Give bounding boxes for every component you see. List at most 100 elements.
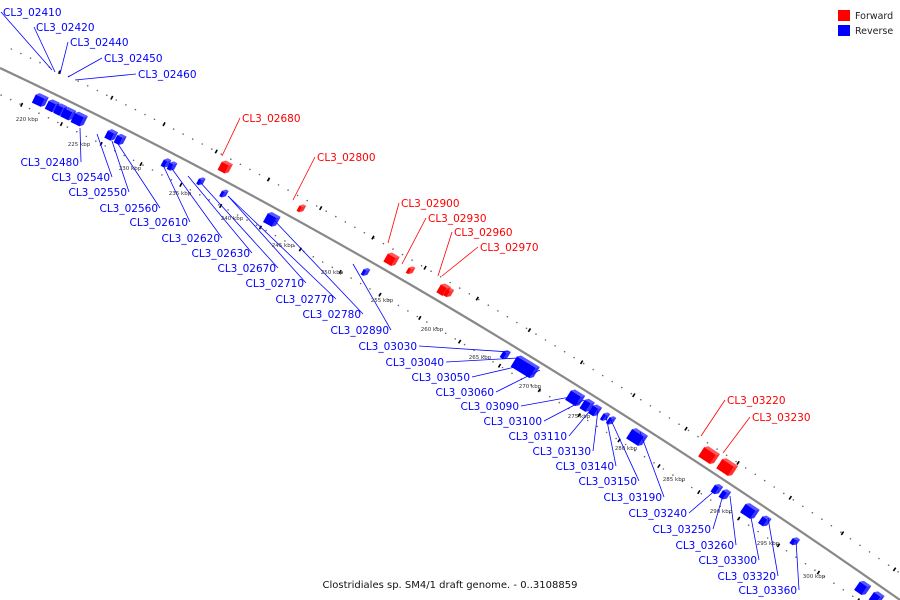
track-dot-forward: [878, 557, 880, 560]
scale-tick-label: 275 kbp: [568, 414, 591, 420]
track-dot-reverse: [833, 582, 835, 584]
track-dot-reverse: [482, 355, 485, 357]
track-dot-forward: [182, 133, 184, 135]
reverse-gene-feature: [565, 389, 586, 407]
label-leader: [749, 511, 760, 561]
gene-label: CL3_03230: [752, 412, 811, 424]
track-dash: [319, 206, 323, 211]
scale-tick-label: 235 kbp: [169, 191, 192, 197]
track-dash: [497, 363, 502, 368]
track-dot-forward: [592, 368, 594, 371]
track-dot-forward: [382, 242, 385, 245]
label-leader: [441, 246, 479, 277]
track-dot-forward: [773, 486, 775, 488]
track-dot-reverse: [9, 98, 12, 101]
track-dot-forward: [601, 374, 604, 377]
forward-gene-feature: [405, 266, 416, 275]
scale-ticks: 220 kbp 225 kbp 230 kbp 235 kbp 240 kbp 245 k…: [16, 117, 826, 580]
track-dot-forward: [220, 153, 223, 155]
track-dot-forward: [29, 57, 32, 59]
track-dot-reverse: [426, 321, 428, 323]
gene-label: CL3_03060: [435, 387, 494, 399]
gene-label: CL3_02620: [161, 233, 220, 245]
track-dot-forward: [96, 89, 99, 92]
track-dot-forward: [506, 315, 509, 318]
label-leader: [767, 517, 779, 577]
track-dash: [162, 122, 166, 127]
track-dot-reverse: [246, 219, 248, 221]
track-dot-forward: [687, 429, 690, 432]
gene-label: CL3_02930: [428, 213, 487, 225]
track-dot-forward: [401, 253, 404, 256]
track-dot-reverse: [672, 474, 674, 476]
gene-labels: CL3_02410 CL3_02420 CL3_02440 CL3_02450 CL3_…: [3, 7, 811, 597]
track-dot-reverse: [189, 189, 192, 191]
track-dot-forward: [287, 189, 289, 191]
track-dot-forward: [706, 442, 709, 444]
scale-tick-label: 250 kbp: [321, 270, 344, 276]
scale-tick-label: 280 kbp: [615, 446, 638, 452]
track-dot-forward: [354, 226, 356, 229]
track-dot-forward: [430, 270, 432, 273]
track-dot-reverse: [85, 135, 88, 138]
label-leader: [227, 195, 307, 284]
scale-tick-label: 265 kbp: [469, 355, 492, 361]
gene-label: CL3_03100: [483, 416, 542, 428]
label-leader: [795, 539, 800, 591]
gene-label: CL3_03050: [411, 372, 470, 384]
gene-label: CL3_02540: [51, 172, 110, 184]
track-dot-reverse: [227, 209, 229, 211]
track-dot-forward: [582, 362, 585, 365]
gene-label: CL3_03220: [727, 395, 786, 407]
label-leader: [199, 181, 279, 269]
track-dot-reverse: [123, 154, 125, 157]
track-dot-reverse: [558, 401, 561, 404]
gene-label: CL3_03300: [698, 555, 757, 567]
track-dot-reverse: [454, 338, 457, 340]
gene-label: CL3_02970: [480, 242, 539, 254]
genome-backbone: [0, 67, 900, 600]
genome-caption: Clostridiales sp. SM4/1 draft genome. - …: [323, 580, 578, 591]
reverse-gene-feature: [31, 93, 49, 107]
legend: Forward Reverse: [838, 10, 893, 37]
track-dash: [816, 570, 821, 575]
label-leader: [227, 195, 337, 300]
gene-label: CL3_02410: [3, 7, 62, 19]
track-dot-reverse: [492, 361, 494, 363]
track-dot-forward: [563, 350, 566, 353]
track-dot-forward: [535, 333, 537, 335]
reverse-gene-feature: [510, 355, 540, 379]
track-dot-reverse: [842, 589, 845, 591]
gene-label: CL3_02680: [242, 113, 301, 125]
track-dot-reverse: [66, 126, 69, 128]
track-dash: [266, 177, 271, 182]
gene-label: CL3_03030: [358, 341, 417, 353]
track-dot-forward: [630, 392, 633, 395]
track-dot-forward: [697, 435, 699, 438]
track-dot-forward: [678, 423, 680, 426]
track-dash: [378, 292, 382, 297]
track-dot-forward: [115, 99, 118, 101]
label-leader: [605, 415, 617, 467]
scale-tick-label: 285 kbp: [663, 477, 686, 483]
track-dash: [338, 269, 342, 274]
reverse-gene-feature: [868, 591, 885, 600]
track-dash: [579, 360, 584, 365]
track-dash: [657, 463, 661, 469]
track-dot-reverse: [199, 194, 201, 196]
track-dot-forward: [554, 345, 556, 347]
legend-reverse-swatch: [838, 25, 850, 36]
gene-label: CL3_03130: [532, 446, 591, 458]
track-dot-reverse: [76, 130, 78, 133]
track-dot-forward: [201, 143, 203, 145]
scale-tick-label: 220 kbp: [16, 117, 39, 123]
track-dash: [139, 161, 143, 167]
track-dash: [20, 102, 24, 107]
reverse-gene-feature: [789, 537, 801, 546]
track-dot-forward: [792, 499, 795, 501]
track-dash: [475, 296, 479, 301]
track-dot-reverse: [511, 372, 513, 375]
track-dot-forward: [363, 231, 366, 234]
track-dot-forward: [640, 398, 642, 401]
track-dot-reverse: [700, 493, 703, 495]
